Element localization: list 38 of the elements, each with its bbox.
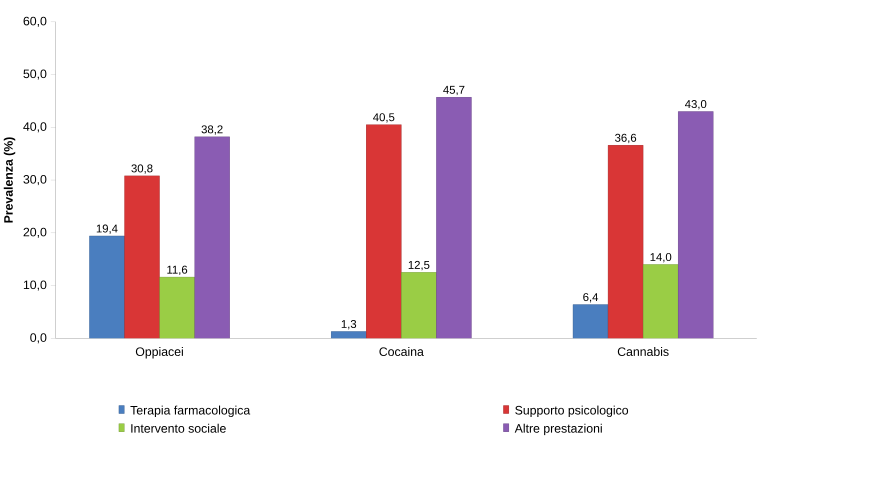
data-label: 30,8 — [131, 164, 153, 174]
data-label: 45,7 — [443, 86, 464, 95]
y-tick-label: 50,0 — [23, 69, 46, 80]
data-label: 38,2 — [202, 125, 223, 135]
y-axis-title: Prevalenza (%) — [4, 137, 16, 222]
data-label: 11,6 — [167, 266, 188, 275]
data-label: 12,5 — [408, 260, 430, 270]
x-tick-label: Cocaina — [379, 346, 424, 356]
bar — [194, 136, 230, 338]
bar — [642, 264, 678, 338]
bar — [678, 111, 714, 338]
y-tick-label: 40,0 — [23, 122, 46, 132]
bar — [159, 276, 195, 338]
data-label: 14,0 — [650, 252, 672, 262]
y-tick-label: 0,0 — [30, 333, 46, 344]
legend-label: Altre prestazioni — [514, 424, 602, 435]
data-label: 6,4 — [583, 292, 598, 302]
legend-label: Terapia farmacologica — [130, 405, 250, 417]
y-tick-label: 60,0 — [24, 16, 46, 27]
bar — [401, 272, 437, 338]
y-tick-label: 30,0 — [23, 174, 46, 185]
bar — [366, 124, 402, 338]
bar — [572, 304, 608, 338]
data-label: 19,4 — [96, 224, 118, 234]
data-label: 1,3 — [342, 320, 356, 330]
legend-label: Intervento sociale — [131, 424, 226, 433]
data-label: 43,0 — [684, 100, 706, 110]
bar — [608, 144, 644, 338]
legend-label: Supporto psicologico — [515, 405, 628, 417]
x-tick-label: Cannabis — [618, 346, 669, 356]
data-label: 36,6 — [615, 134, 636, 143]
y-tick-label: 10,0 — [24, 280, 46, 290]
y-tick-label: 20,0 — [24, 228, 46, 238]
data-label: 40,5 — [373, 113, 394, 122]
x-tick-label: Oppiacei — [136, 346, 183, 358]
bar — [436, 96, 472, 338]
bar — [89, 236, 125, 338]
bar — [124, 175, 160, 338]
